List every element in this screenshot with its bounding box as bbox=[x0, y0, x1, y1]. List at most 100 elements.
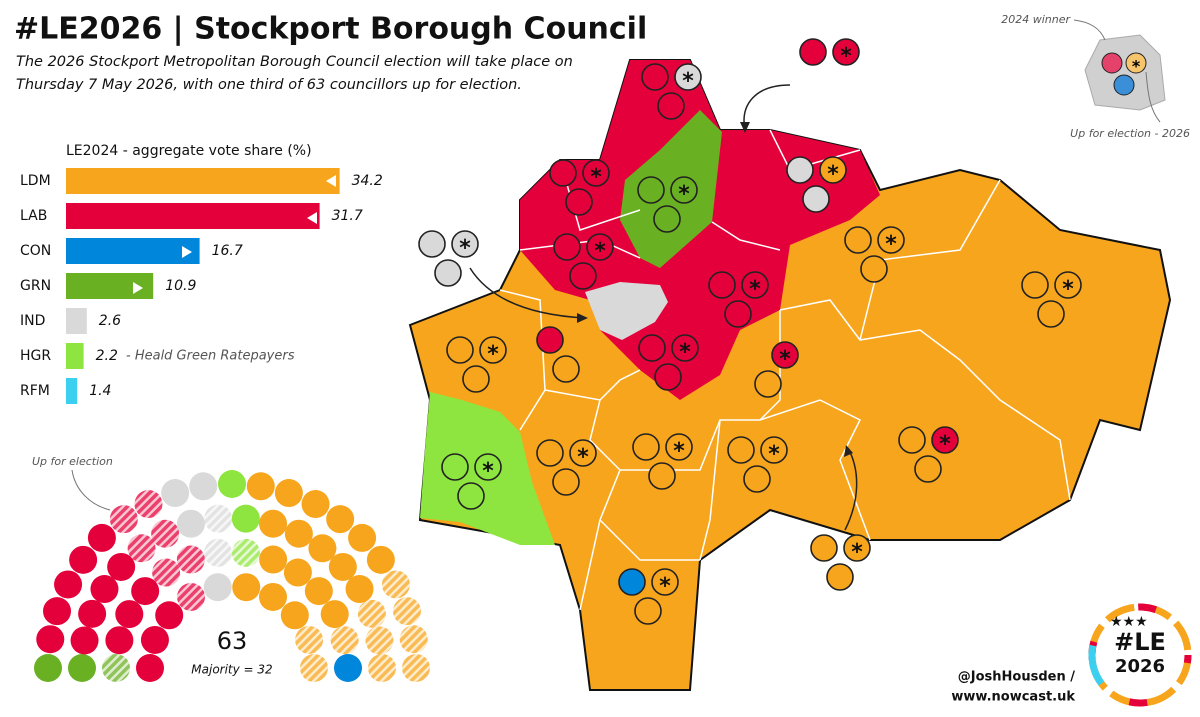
svg-text:*: * bbox=[827, 162, 839, 187]
seat bbox=[34, 654, 62, 682]
seat bbox=[134, 490, 163, 519]
annotation: - Heald Green Ratepayers bbox=[126, 349, 295, 364]
seat bbox=[301, 490, 330, 519]
bar bbox=[66, 203, 320, 229]
seat bbox=[127, 534, 156, 563]
value-label: 2.6 bbox=[99, 313, 121, 329]
seat bbox=[365, 626, 394, 655]
svg-text:*: * bbox=[779, 347, 791, 372]
map-key: * 2024 winner Up for election - 2026 bbox=[1001, 13, 1190, 140]
svg-text:*: * bbox=[459, 236, 471, 261]
bar bbox=[66, 308, 87, 334]
seat bbox=[402, 654, 430, 682]
key-label: 2024 winner bbox=[1001, 13, 1071, 26]
seat bbox=[152, 558, 181, 587]
svg-text:*: * bbox=[682, 69, 694, 94]
seat bbox=[308, 534, 337, 563]
seat bbox=[368, 654, 396, 682]
svg-text:*: * bbox=[749, 277, 761, 302]
category-label: LAB bbox=[20, 208, 47, 224]
seat bbox=[280, 601, 309, 630]
logo: #LE 2026 ★★★ bbox=[1088, 603, 1192, 707]
seat-total: 63 bbox=[217, 627, 248, 655]
seat bbox=[334, 654, 362, 682]
seat bbox=[115, 600, 144, 629]
title: #LE2026 | Stockport Borough Council bbox=[14, 12, 647, 47]
seat bbox=[246, 472, 275, 501]
seat bbox=[109, 505, 138, 534]
seat bbox=[330, 626, 359, 655]
bar bbox=[66, 238, 200, 264]
seat bbox=[161, 479, 190, 508]
seat bbox=[381, 570, 410, 599]
svg-text:*: * bbox=[1062, 277, 1074, 302]
seat bbox=[259, 509, 288, 538]
seat bbox=[295, 625, 324, 654]
svg-text:*: * bbox=[659, 574, 671, 599]
seat bbox=[326, 505, 355, 534]
svg-text:★★★: ★★★ bbox=[1110, 614, 1148, 630]
seat bbox=[70, 626, 99, 655]
seat bbox=[304, 577, 333, 606]
seat bbox=[90, 575, 119, 604]
seat bbox=[392, 597, 421, 626]
seat bbox=[151, 519, 180, 548]
svg-text:*: * bbox=[851, 540, 863, 565]
svg-text:*: * bbox=[679, 340, 691, 365]
seat bbox=[218, 470, 246, 498]
svg-text:*: * bbox=[840, 44, 852, 69]
seat bbox=[105, 626, 134, 655]
seat bbox=[107, 552, 136, 581]
value-label: 10.9 bbox=[165, 278, 196, 294]
seat bbox=[176, 545, 205, 574]
parliament bbox=[34, 470, 430, 682]
seat bbox=[259, 582, 287, 611]
category-label: GRN bbox=[20, 278, 51, 294]
seat bbox=[102, 654, 130, 682]
seat bbox=[204, 538, 233, 567]
subtitle: Thursday 7 May 2026, with one third of 6… bbox=[16, 77, 522, 93]
category-label: IND bbox=[20, 313, 45, 329]
seat bbox=[43, 597, 72, 626]
subtitle: The 2026 Stockport Metropolitan Borough … bbox=[16, 54, 573, 70]
seat bbox=[140, 625, 169, 654]
seat bbox=[155, 601, 184, 630]
seat bbox=[399, 625, 428, 654]
svg-text:*: * bbox=[590, 165, 602, 190]
seat bbox=[348, 523, 377, 552]
svg-text:*: * bbox=[482, 459, 494, 484]
logo-text: #LE bbox=[1114, 628, 1166, 656]
value-label: 16.7 bbox=[212, 243, 243, 259]
seat bbox=[69, 545, 98, 574]
logo-text: 2026 bbox=[1115, 656, 1165, 677]
change-arrows bbox=[133, 175, 336, 294]
seat bbox=[131, 577, 160, 606]
bar-chart: LDM 34.2 LAB 31.7 CON 16.7 GRN 10.9 IND 2.6 HGR 2.2… bbox=[20, 168, 383, 404]
category-label: CON bbox=[20, 243, 51, 259]
seat bbox=[320, 600, 349, 629]
value-label: 2.2 bbox=[96, 348, 118, 364]
svg-text:*: * bbox=[939, 432, 951, 457]
seat bbox=[345, 575, 374, 604]
seat bbox=[36, 625, 65, 654]
seat bbox=[54, 570, 83, 599]
seat bbox=[189, 472, 218, 501]
seat bbox=[366, 545, 395, 574]
seat bbox=[87, 523, 116, 552]
bar-chart-title: LE2024 - aggregate vote share (%) bbox=[66, 143, 312, 159]
parliament-annotation: Up for election bbox=[32, 455, 113, 468]
value-label: 31.7 bbox=[332, 208, 363, 224]
seat bbox=[232, 573, 261, 602]
bar bbox=[66, 343, 84, 369]
svg-text:*: * bbox=[487, 342, 499, 367]
seat bbox=[78, 599, 107, 628]
bar bbox=[66, 168, 340, 194]
bar bbox=[66, 273, 154, 299]
value-label: 34.2 bbox=[352, 173, 383, 189]
seat bbox=[328, 552, 357, 581]
bar bbox=[66, 378, 78, 404]
category-label: LDM bbox=[20, 173, 51, 189]
seat bbox=[284, 519, 313, 548]
key-label: Up for election - 2026 bbox=[1070, 127, 1190, 140]
